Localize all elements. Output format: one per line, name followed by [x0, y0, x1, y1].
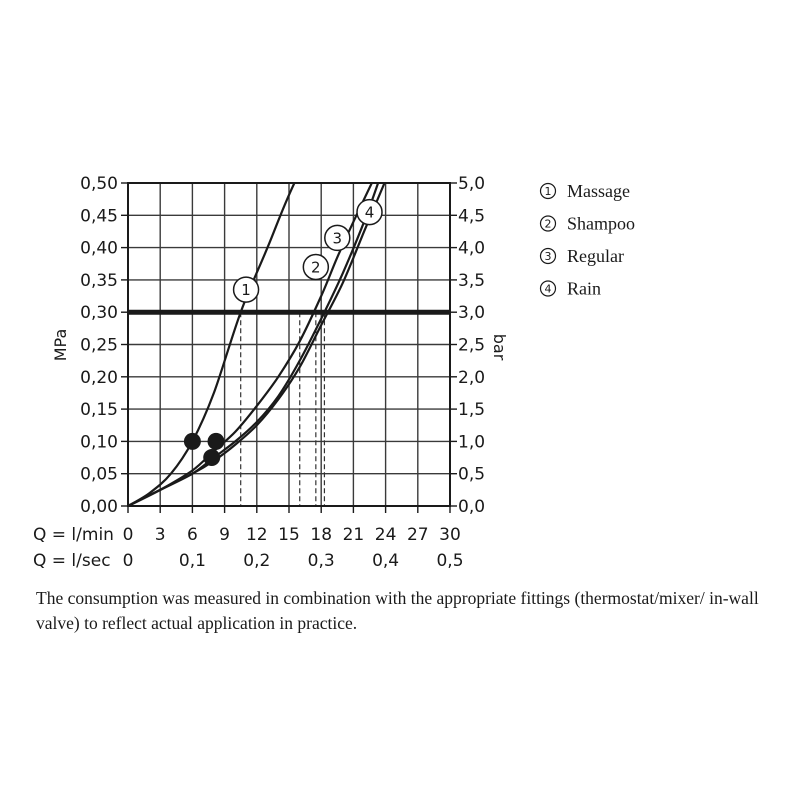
y-right-tick-label: 0,0 [458, 497, 485, 517]
legend-label-massage: Massage [567, 181, 630, 201]
y-left-tick-label: 0,05 [80, 465, 118, 485]
dashed-drop-lines [240, 312, 326, 506]
legend-marker-circle-4 [539, 280, 557, 297]
legend: 1 Massage 2 Shampoo 3 Regular 4 Rain [539, 181, 635, 299]
curve-marker-circle-2 [302, 253, 330, 281]
y-right-tick-label: 2,0 [458, 368, 485, 388]
grid [127, 182, 451, 507]
legend-marker-circle-1 [539, 182, 557, 200]
min-point-shampoo [207, 432, 225, 450]
curve-marker-label-2: 2 [311, 258, 321, 276]
curves [128, 183, 386, 506]
x-lsec-tick-label: 0,2 [243, 551, 270, 571]
y-right-tick-label: 3,0 [458, 303, 485, 323]
y-right-tick-label: 1,0 [458, 432, 485, 452]
series-line-rain [128, 183, 386, 506]
y-left-axis-title: MPa [51, 329, 70, 362]
caption: The consumption was measured in combinat… [36, 588, 759, 633]
y-right-tick-label: 3,5 [458, 271, 485, 291]
axis-titles: Q = l/min Q = l/sec MPa bar [33, 329, 509, 571]
min-point-regular [203, 449, 221, 467]
legend-label-regular: Regular [567, 246, 624, 266]
legend-marker-circle-3 [539, 247, 557, 265]
x-lmin-tick-label: 12 [246, 525, 268, 545]
legend-label-shampoo: Shampoo [567, 214, 635, 234]
x-lsec-tick-label: 0,5 [436, 551, 463, 571]
y-right-tick-label: 5,0 [458, 174, 485, 194]
y-left-tick-label: 0,20 [80, 368, 118, 388]
legend-marker-label-3: 3 [545, 250, 552, 263]
x-lmin-axis-title: Q = l/min [33, 525, 114, 545]
series-line-massage [128, 183, 296, 506]
y-left-tick-label: 0,15 [80, 400, 118, 420]
curve-marker-circle-1 [232, 276, 260, 303]
plot-frame [121, 182, 457, 513]
y-right-tick-label: 4,0 [458, 239, 485, 259]
x-lmin-tick-label: 21 [343, 525, 365, 545]
y-right-tick-label: 4,5 [458, 206, 485, 226]
y-right-tick-label: 2,5 [458, 336, 485, 356]
legend-marker-label-2: 2 [545, 218, 552, 231]
curve-markers: 1 23 4 [232, 198, 383, 303]
x-lmin-tick-label: 24 [375, 525, 397, 545]
y-left-tick-label: 0,00 [80, 497, 118, 517]
series-line-shampoo [128, 183, 374, 506]
min-point-massage [183, 432, 201, 450]
y-left-tick-label: 0,10 [80, 432, 118, 452]
x-lmin-tick-label: 6 [187, 525, 198, 545]
x-lmin-tick-label: 27 [407, 525, 429, 545]
curve-marker-circle-3 [324, 224, 351, 252]
x-lmin-tick-label: 3 [155, 525, 166, 545]
x-lsec-tick-label: 0,4 [372, 551, 399, 571]
y-left-tick-label: 0,40 [80, 239, 118, 259]
x-lmin-tick-label: 0 [123, 525, 134, 545]
x-lsec-tick-label: 0,1 [179, 551, 206, 571]
curve-marker-label-1: 1 [241, 281, 251, 299]
curve-marker-circle-4 [356, 198, 383, 226]
legend-marker-label-4: 4 [545, 283, 552, 296]
x-lmin-tick-label: 30 [439, 525, 461, 545]
y-left-tick-label: 0,25 [80, 336, 118, 356]
curve-marker-label-3: 3 [333, 229, 343, 247]
x-lsec-tick-label: 0 [123, 551, 134, 571]
min-points [183, 432, 225, 467]
y-right-tick-label: 0,5 [458, 465, 485, 485]
y-right-axis-title: bar [490, 334, 509, 361]
y-left-tick-label: 0,50 [80, 174, 118, 194]
y-right-tick-label: 1,5 [458, 400, 485, 420]
x-lsec-tick-label: 0,3 [308, 551, 335, 571]
curve-marker-label-4: 4 [365, 204, 375, 222]
y-left-tick-label: 0,45 [80, 206, 118, 226]
x-lmin-tick-label: 9 [219, 525, 230, 545]
y-left-tick-label: 0,30 [80, 303, 118, 323]
legend-label-rain: Rain [567, 279, 601, 299]
x-lmin-tick-label: 18 [310, 525, 332, 545]
tick-labels: 0,000,050,100,150,200,250,300,350,400,45… [80, 174, 485, 571]
legend-marker-circle-2 [539, 215, 557, 232]
x-lmin-tick-label: 15 [278, 525, 300, 545]
legend-marker-label-1: 1 [545, 185, 552, 198]
x-lsec-axis-title: Q = l/sec [33, 551, 111, 571]
y-left-tick-label: 0,35 [80, 271, 118, 291]
